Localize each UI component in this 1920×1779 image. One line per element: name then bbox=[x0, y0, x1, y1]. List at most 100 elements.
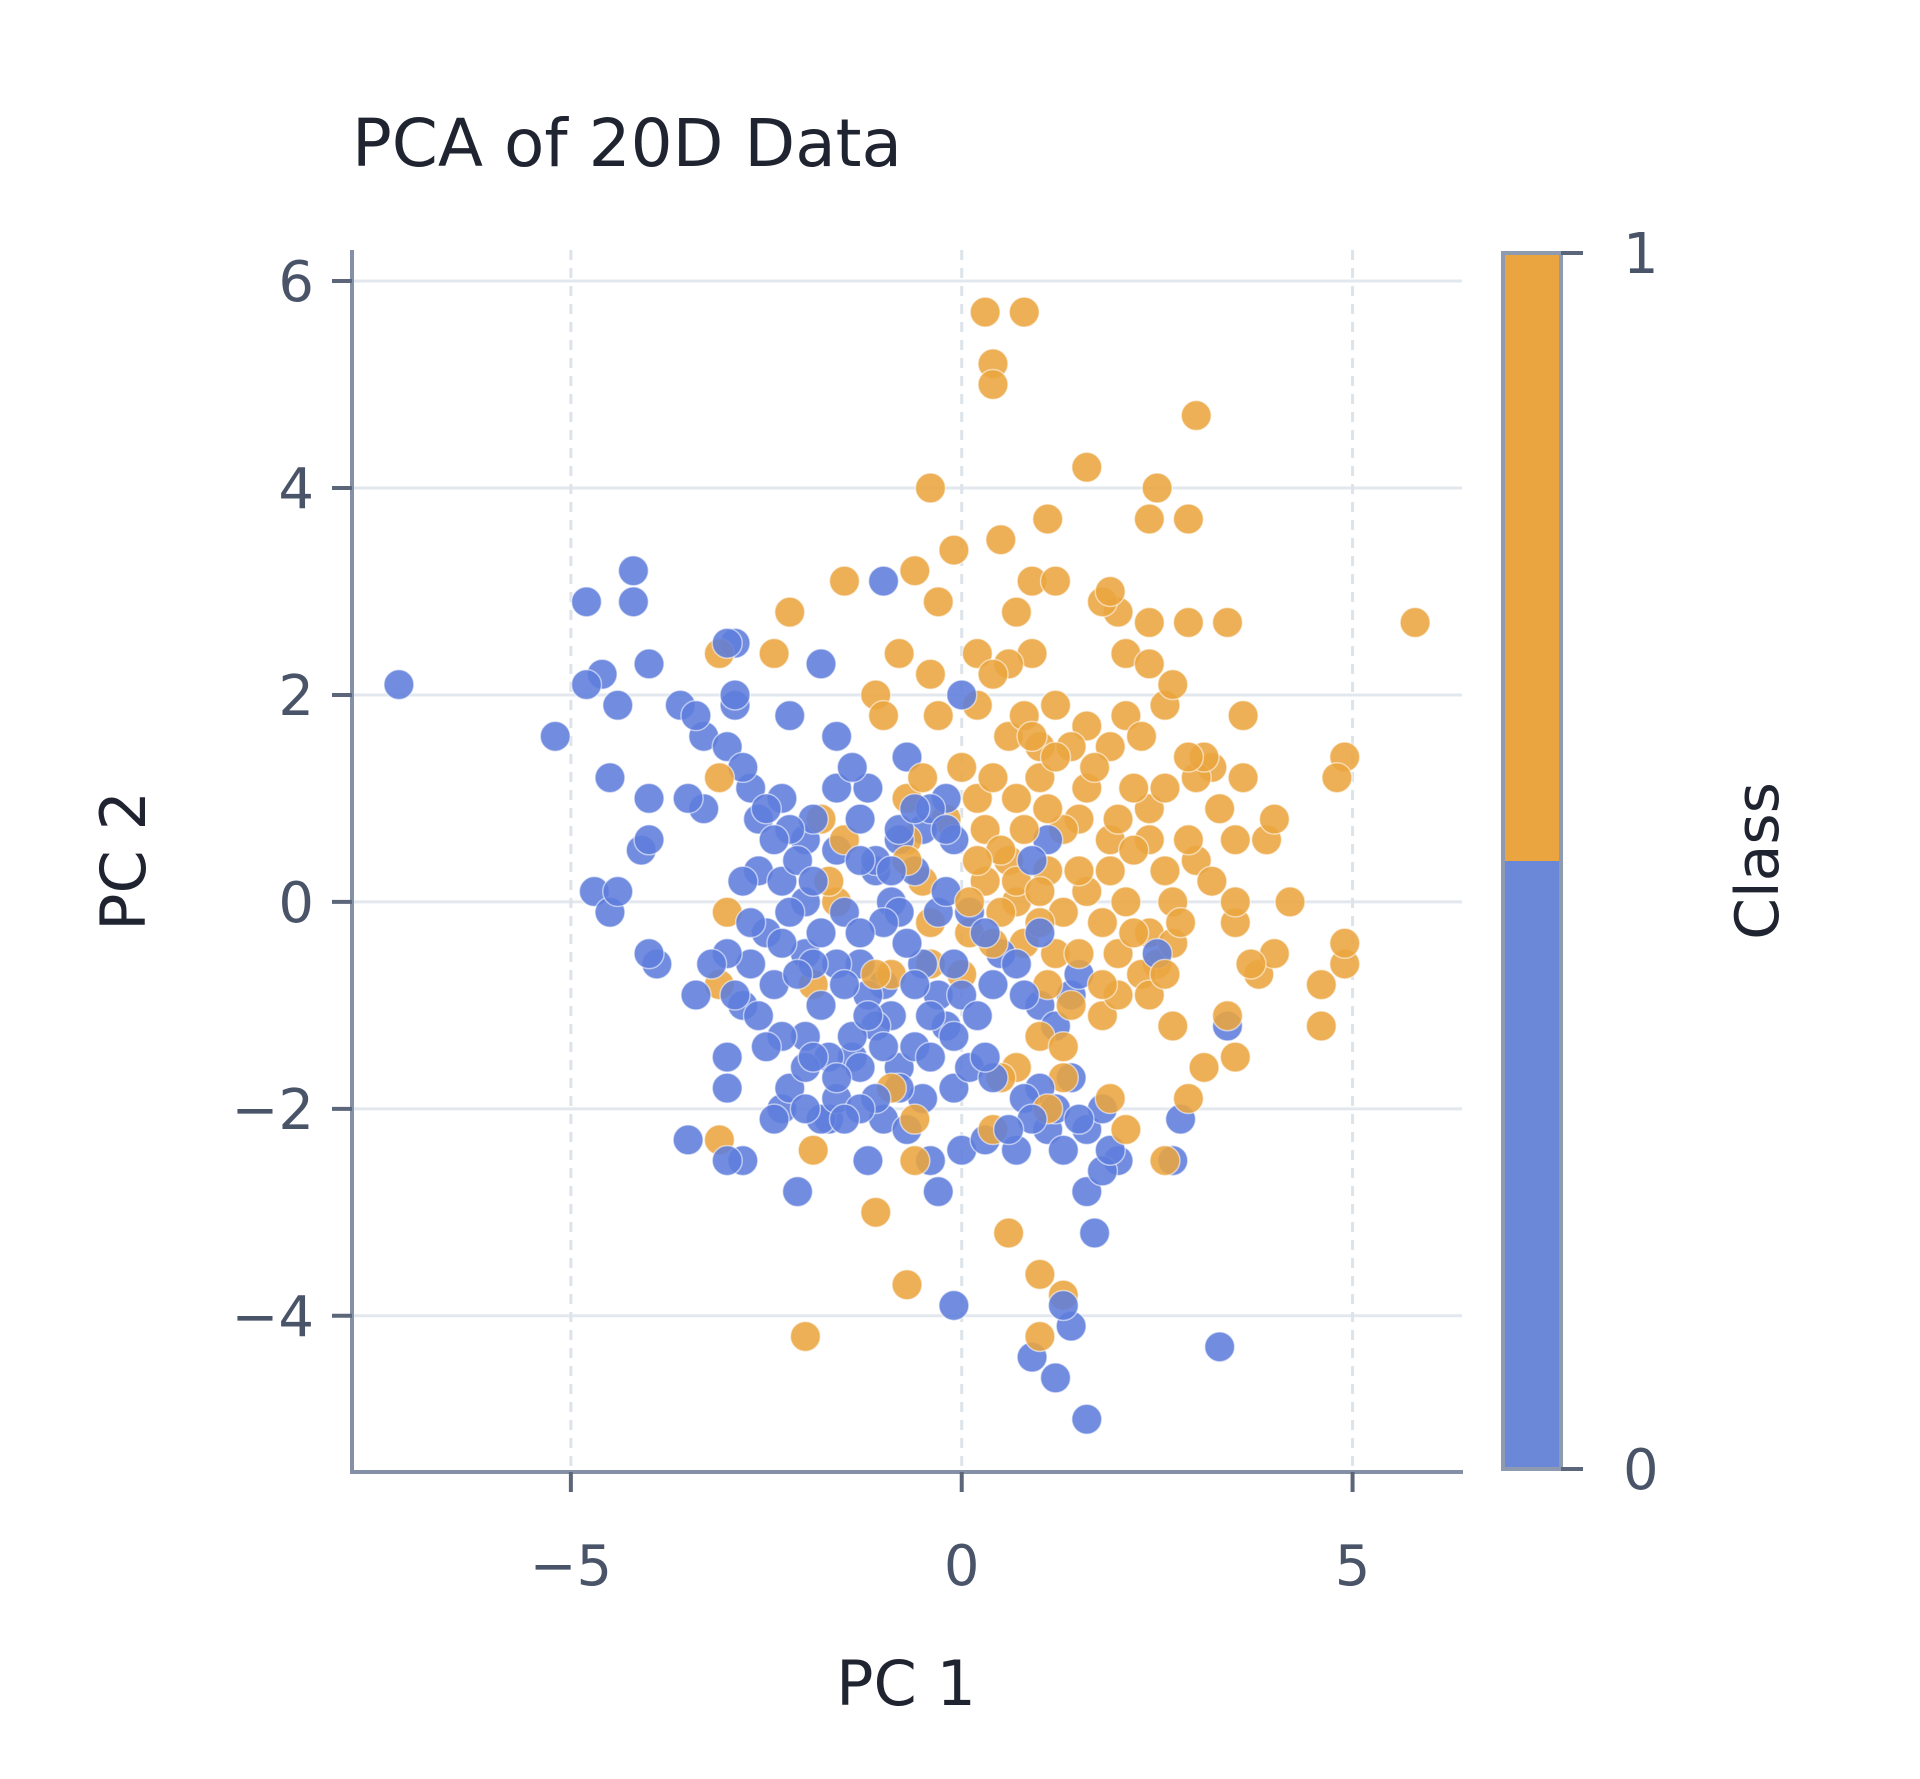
scatter-point-class-1 bbox=[859, 958, 892, 991]
scatter-point-class-1 bbox=[1399, 606, 1431, 639]
scatter-point-class-1 bbox=[1031, 793, 1064, 825]
scatter-point-class-1 bbox=[1274, 886, 1306, 918]
scatter-point-class-0 bbox=[711, 627, 743, 659]
scatter-point-class-0 bbox=[672, 782, 704, 815]
scatter-point-class-1 bbox=[953, 886, 986, 918]
scatter-point-class-1 bbox=[1008, 813, 1041, 846]
x-axis-label: PC 1 bbox=[836, 1647, 976, 1720]
scatter-point-class-0 bbox=[766, 927, 798, 960]
x-tick-label: −5 bbox=[530, 1534, 613, 1599]
data-points bbox=[383, 296, 1431, 1436]
scatter-point-class-0 bbox=[1039, 1362, 1072, 1394]
scatter-point-class-0 bbox=[969, 917, 1001, 949]
scatter-point-class-1 bbox=[883, 637, 915, 670]
scatter-point-class-0 bbox=[938, 1289, 970, 1322]
scatter-point-class-0 bbox=[805, 648, 837, 680]
scatter-point-class-1 bbox=[1196, 865, 1228, 897]
scatter-point-class-0 bbox=[867, 1031, 900, 1063]
scatter-point-class-0 bbox=[742, 999, 775, 1032]
scatter-point-class-0 bbox=[602, 689, 634, 722]
scatter-point-class-0 bbox=[773, 896, 806, 928]
colorbar-label: Class bbox=[1723, 782, 1793, 940]
scatter-point-class-0 bbox=[711, 1072, 743, 1104]
scatter-point-class-1 bbox=[961, 844, 994, 877]
scatter-point-class-0 bbox=[570, 586, 603, 618]
scatter-point-class-1 bbox=[1219, 886, 1252, 918]
scatter-point-class-1 bbox=[1219, 1041, 1252, 1073]
scatter-point-class-0 bbox=[727, 865, 759, 897]
scatter-point-class-0 bbox=[867, 565, 900, 597]
scatter-point-class-1 bbox=[773, 596, 806, 628]
scatter-point-class-1 bbox=[1321, 761, 1353, 794]
x-tick-label: 5 bbox=[1335, 1534, 1371, 1599]
scatter-point-class-0 bbox=[781, 1175, 814, 1208]
grid bbox=[352, 250, 1462, 1471]
scatter-point-class-1 bbox=[1039, 741, 1072, 773]
scatter-point-class-0 bbox=[961, 999, 994, 1032]
scatter-point-class-1 bbox=[992, 1217, 1025, 1249]
scatter-point-class-0 bbox=[1047, 1134, 1080, 1166]
scatter-point-class-1 bbox=[1219, 824, 1252, 856]
scatter-point-class-0 bbox=[570, 668, 603, 701]
scatter-point-class-0 bbox=[844, 844, 876, 877]
scatter-point-class-1 bbox=[1157, 1010, 1189, 1042]
scatter-point-class-0 bbox=[672, 1124, 704, 1156]
scatter-point-class-1 bbox=[1172, 741, 1205, 773]
scatter-point-class-1 bbox=[867, 699, 900, 732]
scatter-point-class-1 bbox=[1071, 451, 1103, 484]
scatter-point-class-1 bbox=[977, 761, 1009, 794]
scatter-point-class-0 bbox=[711, 1144, 743, 1177]
scatter-point-class-0 bbox=[734, 906, 767, 939]
scatter-point-class-1 bbox=[1328, 927, 1361, 960]
scatter-point-class-0 bbox=[633, 824, 665, 856]
scatter-point-class-0 bbox=[836, 751, 869, 784]
scatter-point-class-0 bbox=[844, 803, 876, 835]
scatter-point-class-0 bbox=[914, 1041, 947, 1073]
y-tick-label: −4 bbox=[231, 1285, 314, 1350]
scatter-point-class-1 bbox=[1102, 803, 1134, 835]
scatter-point-class-1 bbox=[914, 658, 947, 690]
scatter-point-class-0 bbox=[992, 1113, 1025, 1146]
scatter-point-class-0 bbox=[539, 720, 571, 753]
scatter-point-class-1 bbox=[1031, 503, 1064, 535]
scatter-point-class-1 bbox=[1149, 1144, 1181, 1177]
y-tick-label: 4 bbox=[278, 457, 314, 522]
scatter-point-class-1 bbox=[1039, 689, 1072, 722]
scatter-point-class-1 bbox=[1227, 699, 1259, 732]
x-tick-label: 0 bbox=[944, 1534, 980, 1599]
scatter-point-class-0 bbox=[930, 813, 962, 846]
scatter-point-class-1 bbox=[1164, 906, 1197, 939]
scatter-point-class-0 bbox=[781, 958, 814, 991]
scatter-point-class-0 bbox=[594, 761, 626, 794]
scatter-point-class-1 bbox=[1063, 855, 1095, 887]
y-tick-label: 6 bbox=[278, 250, 314, 315]
scatter-point-class-1 bbox=[1172, 1082, 1205, 1115]
scatter-point-class-1 bbox=[1000, 596, 1033, 628]
scatter-point-class-0 bbox=[789, 1093, 822, 1125]
scatter-point-class-0 bbox=[969, 1041, 1001, 1073]
scatter-point-class-1 bbox=[797, 1134, 829, 1166]
scatter-point-class-1 bbox=[891, 1268, 923, 1301]
scatter-point-class-1 bbox=[1125, 720, 1158, 753]
scatter-point-class-0 bbox=[922, 1175, 955, 1208]
scatter-point-class-1 bbox=[1024, 875, 1056, 908]
scatter-point-class-1 bbox=[1094, 575, 1126, 608]
scatter-point-class-1 bbox=[1172, 606, 1205, 639]
scatter-point-class-0 bbox=[852, 999, 884, 1032]
scatter-point-class-1 bbox=[1047, 1031, 1080, 1063]
scatter-point-class-1 bbox=[1133, 503, 1166, 535]
scatter-point-class-0 bbox=[1016, 844, 1048, 877]
scatter-point-class-1 bbox=[977, 368, 1009, 401]
scatter-point-class-0 bbox=[633, 648, 665, 680]
scatter-point-class-0 bbox=[719, 979, 751, 1011]
scatter-point-class-1 bbox=[906, 761, 939, 794]
scatter-point-class-0 bbox=[750, 793, 783, 825]
scatter-point-class-1 bbox=[1149, 772, 1181, 804]
ticks: −4 −2 0 2 4 6 −5 0 5 bbox=[231, 250, 1370, 1599]
scatter-point-class-0 bbox=[875, 855, 908, 887]
scatter-point-class-0 bbox=[828, 968, 861, 1001]
scatter-point-class-0 bbox=[805, 917, 837, 949]
scatter-point-class-0 bbox=[1008, 979, 1041, 1011]
scatter-point-class-0 bbox=[945, 679, 978, 711]
scatter-point-class-1 bbox=[985, 523, 1017, 556]
